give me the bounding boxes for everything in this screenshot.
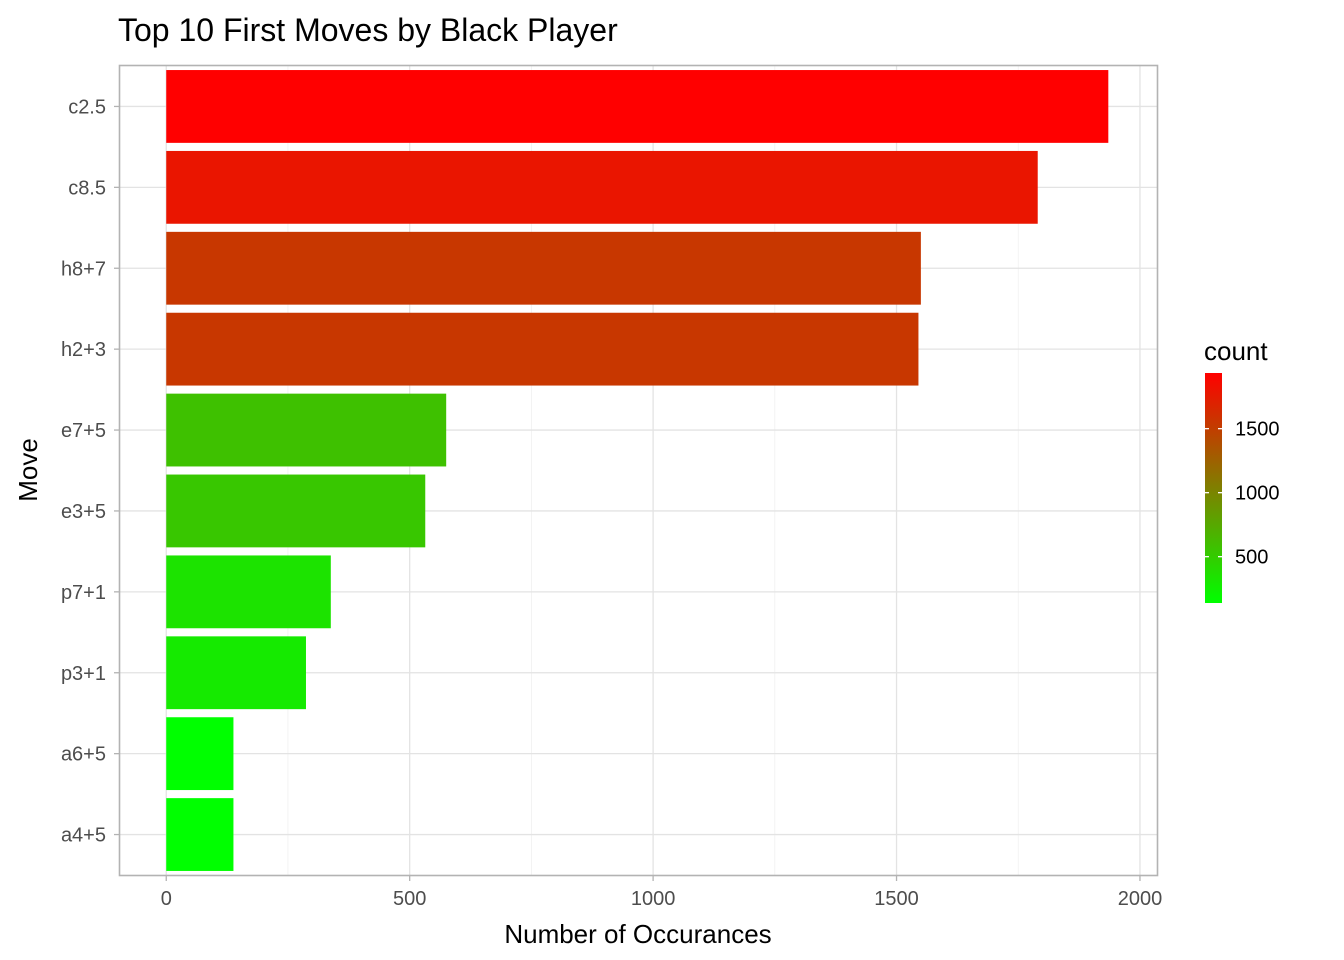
x-tick-label: 0: [161, 888, 172, 910]
chart-title: Top 10 First Moves by Black Player: [118, 12, 618, 48]
bar-c2.5: [166, 70, 1109, 143]
legend-tick-label: 1000: [1235, 483, 1280, 505]
x-tick-label: 500: [393, 888, 426, 910]
panel-border: [118, 64, 1159, 877]
y-tick-label: c8.5: [68, 177, 106, 199]
x-axis-tick-labels: 0 500 1000 1500 2000: [161, 888, 1163, 910]
x-tick-label: 1500: [874, 888, 919, 910]
y-axis-tick-labels: c2.5 c8.5 h8+7 h2+3 e7+5 e3+5 p7+1 p3+1 a6+5 a4+5: [61, 96, 106, 846]
bar-a6+5: [166, 717, 234, 791]
bar-h8+7: [166, 231, 921, 305]
color-legend: count 500 1000 1500: [1204, 336, 1280, 603]
y-tick-label: p3+1: [61, 663, 106, 685]
y-tick-label: a6+5: [61, 744, 106, 766]
bar-e3+5: [166, 474, 426, 548]
bar-p7+1: [166, 555, 331, 629]
bar-a4+5: [166, 798, 234, 871]
x-axis-title: Number of Occurances: [504, 919, 771, 949]
legend-color-bar: [1205, 373, 1222, 603]
legend-title: count: [1204, 336, 1268, 366]
bar-h2+3: [166, 312, 919, 386]
x-tick-label: 1000: [631, 888, 676, 910]
y-tick-label: p7+1: [61, 582, 106, 604]
y-tick-label: h8+7: [61, 258, 106, 280]
bar-p3+1: [166, 636, 306, 710]
bar-c8.5: [166, 150, 1038, 224]
y-tick-label: e7+5: [61, 420, 106, 442]
legend-tick-label: 1500: [1235, 419, 1280, 441]
y-tick-label: h2+3: [61, 339, 106, 361]
x-tick-label: 2000: [1118, 888, 1163, 910]
y-axis-title: Move: [13, 438, 43, 502]
axis-ticks: [114, 105, 1141, 881]
legend-ticks: 500 1000 1500: [1205, 419, 1280, 569]
bar-e7+5: [166, 393, 447, 467]
y-tick-label: a4+5: [61, 825, 106, 847]
legend-tick-label: 500: [1235, 547, 1268, 569]
plot-panel: [114, 64, 1159, 881]
bars: [166, 70, 1109, 871]
y-tick-label: e3+5: [61, 501, 106, 523]
y-tick-label: c2.5: [68, 96, 106, 118]
